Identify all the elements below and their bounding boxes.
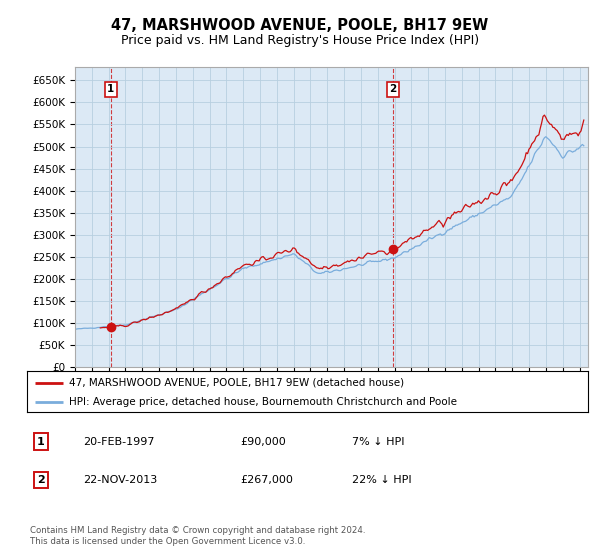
- Text: 47, MARSHWOOD AVENUE, POOLE, BH17 9EW (detached house): 47, MARSHWOOD AVENUE, POOLE, BH17 9EW (d…: [69, 377, 404, 388]
- Text: 7% ↓ HPI: 7% ↓ HPI: [352, 436, 405, 446]
- Text: £267,000: £267,000: [240, 475, 293, 485]
- Text: 2: 2: [37, 475, 45, 485]
- Text: 1: 1: [107, 84, 115, 94]
- Text: 22% ↓ HPI: 22% ↓ HPI: [352, 475, 412, 485]
- Text: 1: 1: [37, 436, 45, 446]
- Text: Contains HM Land Registry data © Crown copyright and database right 2024.
This d: Contains HM Land Registry data © Crown c…: [30, 526, 365, 546]
- Text: 20-FEB-1997: 20-FEB-1997: [83, 436, 155, 446]
- Text: 47, MARSHWOOD AVENUE, POOLE, BH17 9EW: 47, MARSHWOOD AVENUE, POOLE, BH17 9EW: [112, 18, 488, 32]
- Text: HPI: Average price, detached house, Bournemouth Christchurch and Poole: HPI: Average price, detached house, Bour…: [69, 396, 457, 407]
- Text: Price paid vs. HM Land Registry's House Price Index (HPI): Price paid vs. HM Land Registry's House …: [121, 34, 479, 47]
- Text: £90,000: £90,000: [240, 436, 286, 446]
- Text: 22-NOV-2013: 22-NOV-2013: [83, 475, 157, 485]
- Text: 2: 2: [389, 84, 397, 94]
